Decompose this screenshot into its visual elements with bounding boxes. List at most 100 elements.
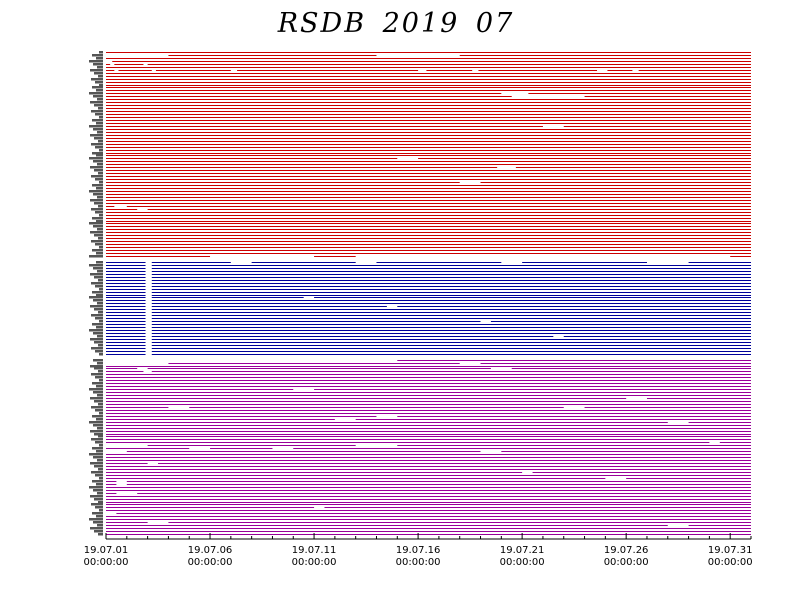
station-label-mark-g0-s3 <box>89 60 103 63</box>
station-label-mark-g1-s14 <box>97 302 103 305</box>
station-label-mark-g0-s60 <box>97 228 103 231</box>
station-label-mark-g2-s1 <box>97 362 103 365</box>
station-label-mark-g0-s24 <box>96 122 103 125</box>
station-label-mark-g1-s19 <box>95 317 103 320</box>
station-label-mark-g0-s41 <box>98 172 103 175</box>
station-label-mark-g0-s50 <box>90 199 103 202</box>
station-label-mark-g0-s17 <box>90 101 103 104</box>
station-label-mark-g2-s23 <box>97 427 103 430</box>
station-label-mark-g2-s56 <box>97 524 103 527</box>
station-label-mark-g2-s27 <box>91 438 103 441</box>
station-label-mark-g2-s31 <box>96 450 103 453</box>
station-label-mark-g2-s36 <box>94 465 103 468</box>
station-label-mark-g1-s1 <box>89 264 103 267</box>
station-label-mark-g0-s34 <box>92 152 103 155</box>
station-label-mark-g1-s8 <box>95 285 103 288</box>
station-label-mark-g2-s8 <box>92 382 103 385</box>
station-label-mark-g0-s23 <box>92 119 103 122</box>
station-label-mark-g2-s46 <box>90 495 103 498</box>
station-label-mark-g1-s3 <box>97 270 103 273</box>
x-tick-label-time-2: 00:00:00 <box>292 557 337 568</box>
station-label-mark-g0-s29 <box>94 137 103 140</box>
station-label-mark-g2-s47 <box>94 498 103 501</box>
station-label-mark-g2-s0 <box>93 359 103 362</box>
station-label-mark-g1-s23 <box>89 329 103 332</box>
station-label-mark-g0-s62 <box>94 234 103 237</box>
station-label-mark-g1-s27 <box>94 341 103 344</box>
station-label-mark-g2-s2 <box>90 365 103 368</box>
station-label-mark-g2-s13 <box>90 397 103 400</box>
station-label-mark-g0-s30 <box>98 140 103 143</box>
station-label-mark-g1-s4 <box>90 273 103 276</box>
station-label-mark-g1-s9 <box>99 288 103 291</box>
station-label-mark-g2-s10 <box>89 388 103 391</box>
x-tick-label-date-0: 19.07.01 <box>84 545 129 556</box>
station-label-mark-g2-s22 <box>93 424 103 427</box>
station-label-mark-g1-s24 <box>93 332 103 335</box>
station-label-mark-g0-s49 <box>97 196 103 199</box>
station-label-mark-g2-s58 <box>94 530 103 533</box>
station-label-mark-g0-s9 <box>91 78 103 81</box>
station-label-mark-g2-s25 <box>94 433 103 436</box>
station-label-marks <box>89 51 103 536</box>
station-label-mark-g1-s7 <box>91 282 103 285</box>
x-axis: 19.07.0100:00:0019.07.0600:00:0019.07.11… <box>84 533 753 568</box>
station-label-mark-g0-s66 <box>99 246 103 249</box>
station-label-mark-g2-s6 <box>95 376 103 379</box>
station-label-mark-g0-s43 <box>95 178 103 181</box>
station-label-mark-g2-s43 <box>89 486 103 489</box>
station-label-mark-g2-s51 <box>99 509 103 512</box>
station-label-mark-g0-s11 <box>99 84 103 87</box>
station-label-mark-g0-s19 <box>98 107 103 110</box>
station-label-mark-g2-s54 <box>89 518 103 521</box>
station-label-mark-g0-s68 <box>96 252 103 255</box>
station-label-mark-g0-s44 <box>99 181 103 184</box>
station-label-mark-g0-s12 <box>92 86 103 89</box>
x-tick-label-date-1: 19.07.06 <box>188 545 233 556</box>
station-label-mark-g2-s28 <box>95 441 103 444</box>
station-label-mark-g2-s12 <box>97 394 103 397</box>
station-label-mark-g0-s31 <box>91 143 103 146</box>
station-label-mark-g2-s29 <box>99 444 103 447</box>
station-label-mark-g2-s55 <box>93 521 103 524</box>
station-label-mark-g1-s22 <box>96 326 103 329</box>
station-label-mark-g2-s57 <box>90 527 103 530</box>
x-tick-label-date-5: 19.07.26 <box>604 545 649 556</box>
station-label-mark-g0-s16 <box>97 98 103 101</box>
station-label-mark-g0-s52 <box>98 205 103 208</box>
station-label-mark-g2-s3 <box>94 367 103 370</box>
station-label-mark-g2-s19 <box>92 415 103 418</box>
station-label-mark-g2-s21 <box>89 421 103 424</box>
station-label-mark-g2-s53 <box>96 515 103 518</box>
station-label-mark-g0-s65 <box>95 243 103 246</box>
station-label-mark-g1-s21 <box>92 323 103 326</box>
station-label-mark-g0-s1 <box>92 54 103 57</box>
x-tick-label-date-4: 19.07.21 <box>500 545 545 556</box>
station-label-mark-g2-s15 <box>98 403 103 406</box>
station-label-mark-g2-s48 <box>98 501 103 504</box>
x-tick-label-time-4: 00:00:00 <box>500 557 545 568</box>
station-label-mark-g2-s4 <box>98 370 103 373</box>
station-label-mark-g2-s30 <box>92 447 103 450</box>
station-label-mark-g2-s49 <box>91 503 103 506</box>
x-tick-label-date-2: 19.07.11 <box>292 545 337 556</box>
station-label-mark-g0-s15 <box>93 95 103 98</box>
station-label-mark-g1-s12 <box>89 296 103 299</box>
station-label-mark-g2-s32 <box>89 453 103 456</box>
station-label-mark-g0-s4 <box>93 63 103 66</box>
station-label-mark-g1-s5 <box>94 276 103 279</box>
station-label-mark-g0-s13 <box>96 89 103 92</box>
station-label-mark-g0-s2 <box>96 57 103 60</box>
station-label-mark-g0-s7 <box>94 72 103 75</box>
station-label-mark-g0-s58 <box>89 222 103 225</box>
station-label-mark-g0-s28 <box>90 134 103 137</box>
station-label-mark-g1-s31 <box>99 353 103 356</box>
station-label-mark-g2-s41 <box>92 480 103 483</box>
station-label-mark-g0-s57 <box>96 220 103 223</box>
x-tick-label-time-1: 00:00:00 <box>188 557 233 568</box>
station-label-mark-g2-s9 <box>96 385 103 388</box>
station-label-mark-g0-s69 <box>89 255 103 258</box>
station-label-mark-g2-s20 <box>96 418 103 421</box>
station-label-mark-g1-s15 <box>90 305 103 308</box>
